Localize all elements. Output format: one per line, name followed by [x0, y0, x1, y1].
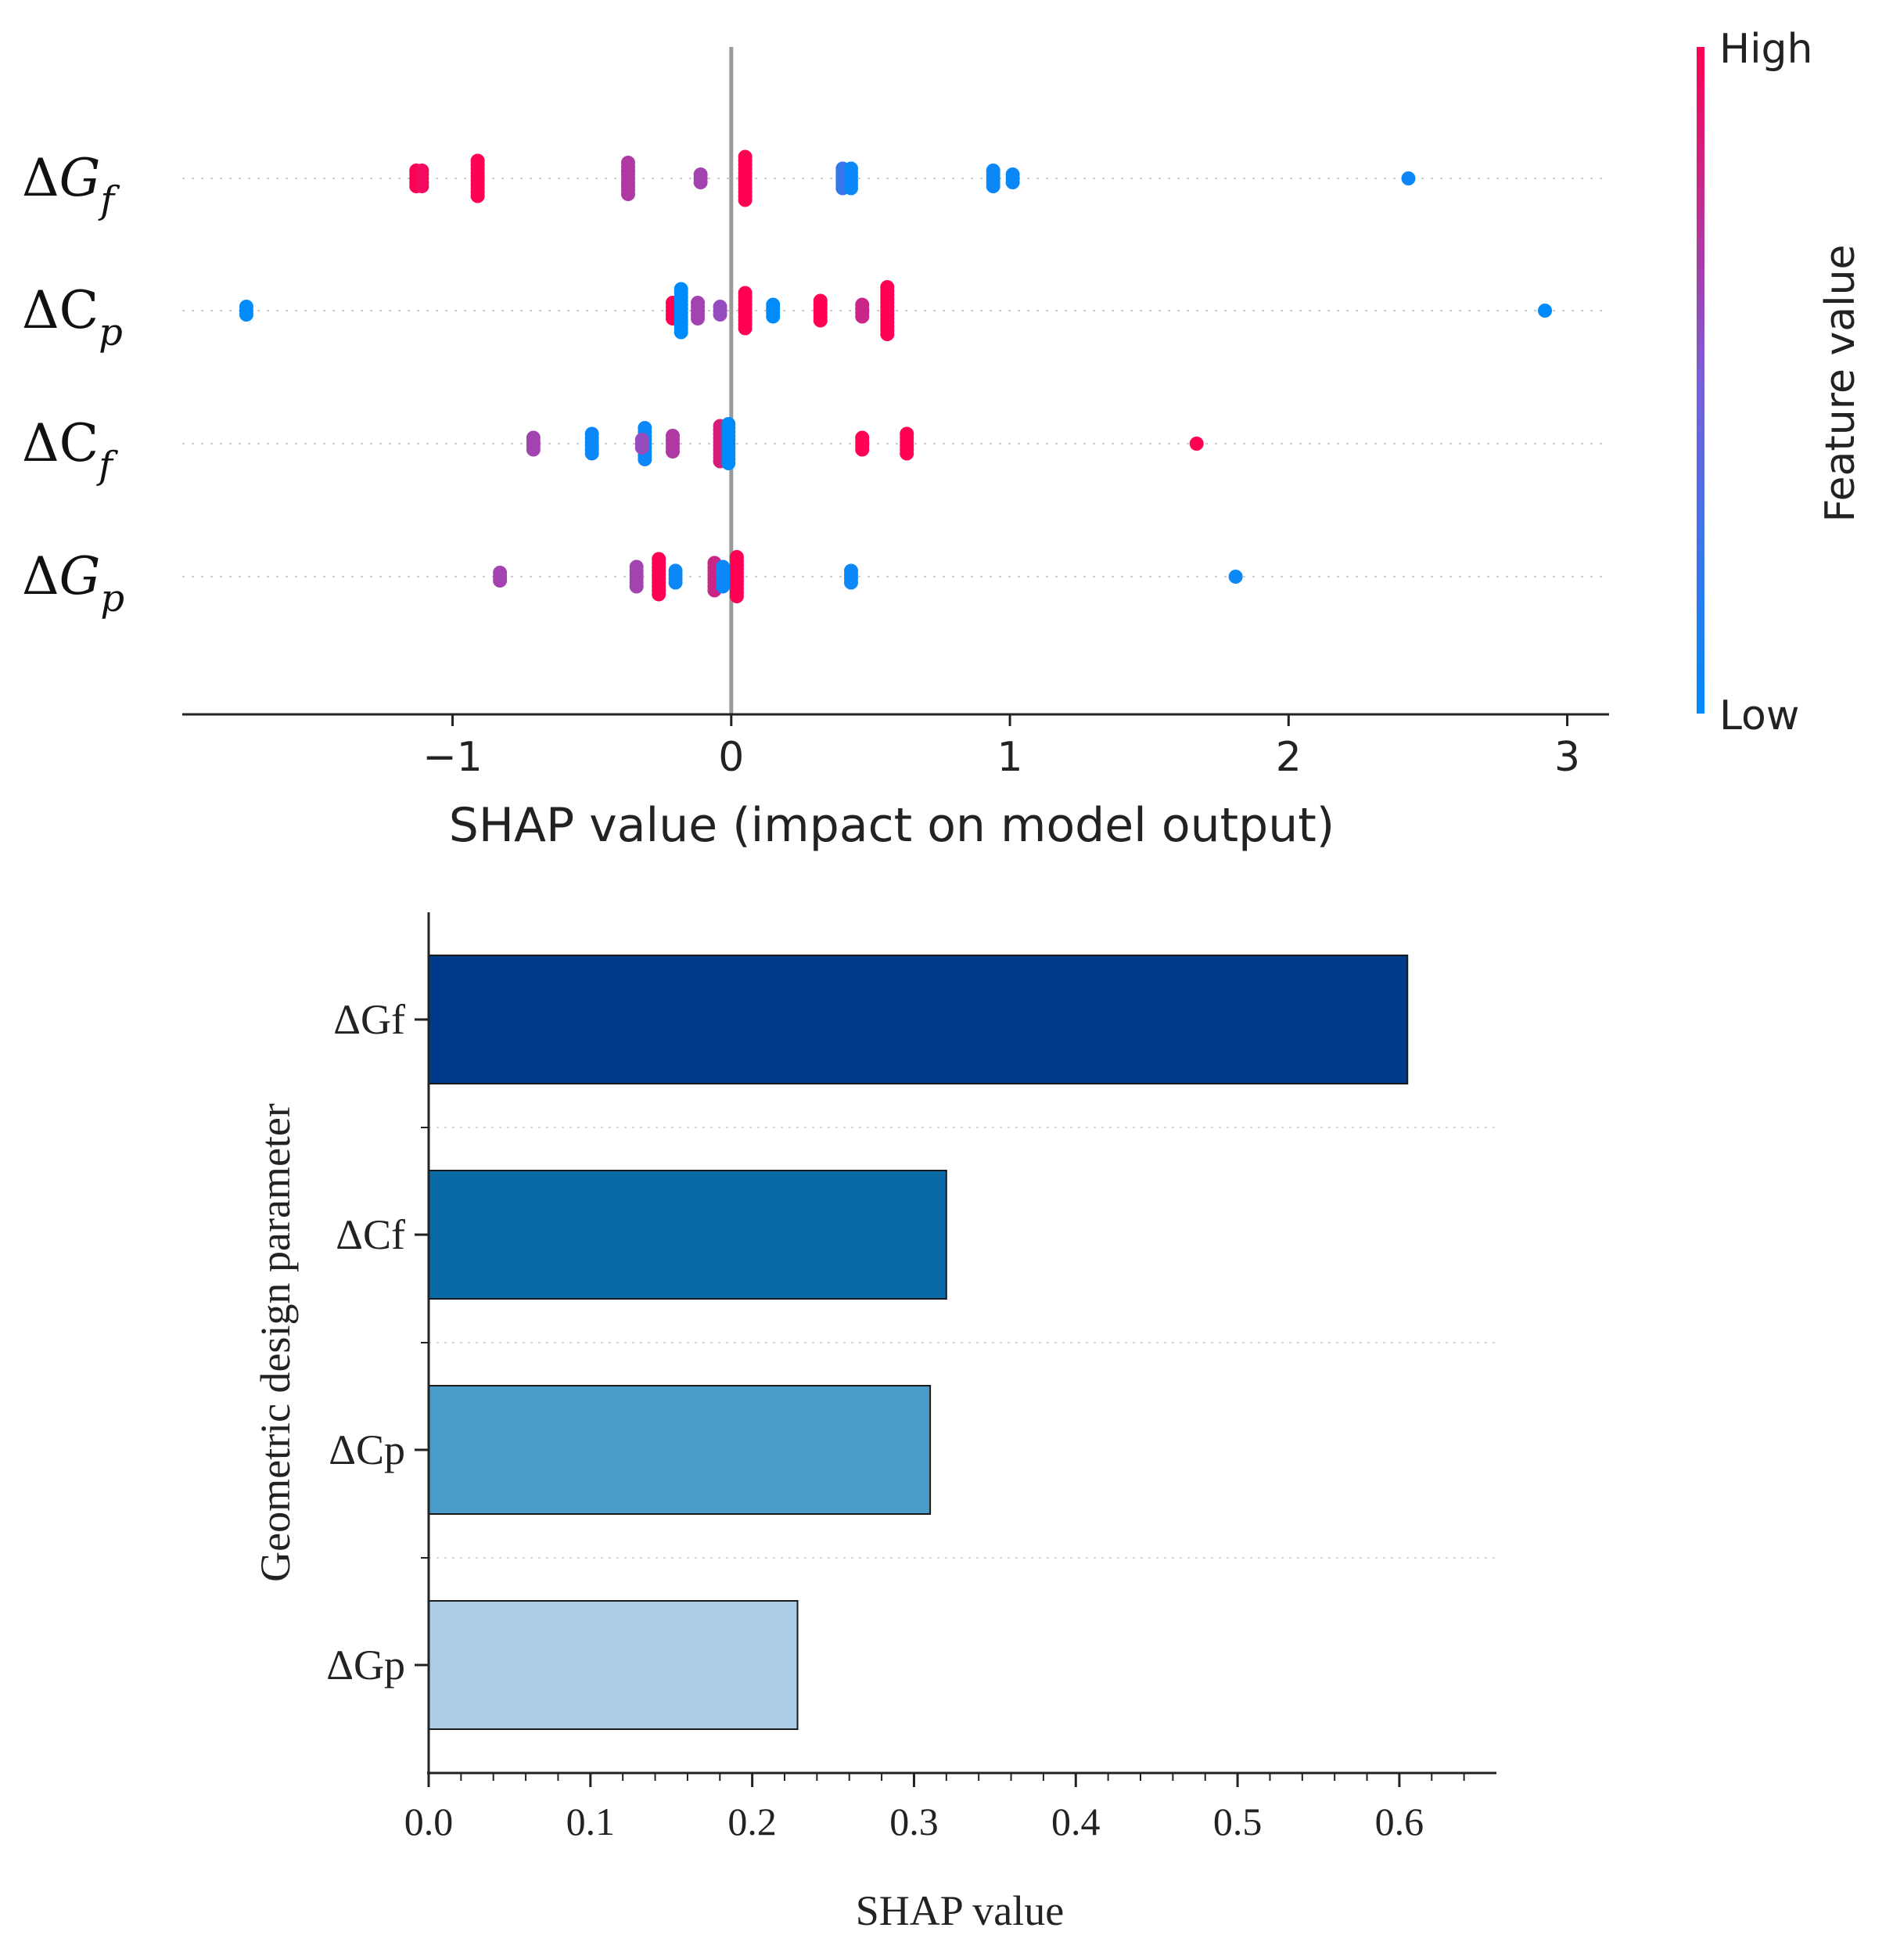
- beeswarm-point: [766, 309, 781, 324]
- feature-label-subscript: p: [100, 577, 124, 620]
- beeswarm-point: [239, 307, 253, 322]
- beeswarm-point: [668, 575, 683, 590]
- beeswarm-point: [1538, 304, 1553, 318]
- bar-x-tick-label: 0.2: [727, 1800, 777, 1843]
- beeswarm-x-tick-label: 2: [1276, 734, 1302, 781]
- beeswarm-point: [721, 456, 736, 470]
- colorbar-low-label: Low: [1719, 692, 1799, 739]
- beeswarm-point: [691, 311, 706, 325]
- beeswarm-row-gridlines: [182, 178, 1609, 577]
- beeswarm-point: [526, 442, 541, 457]
- beeswarm-x-tick-label: −1: [422, 734, 483, 781]
- beeswarm-point: [880, 327, 895, 341]
- beeswarm-point: [729, 589, 744, 603]
- beeswarm-point: [493, 574, 508, 588]
- beeswarm-point: [1401, 171, 1416, 185]
- bar-x-tick-label: 0.4: [1051, 1800, 1101, 1843]
- beeswarm-point: [855, 442, 870, 457]
- beeswarm-point: [634, 441, 649, 455]
- bar-chart-x-axis-label: SHAP value: [856, 1887, 1065, 1934]
- beeswarm-point: [844, 181, 858, 196]
- bar-1: [428, 1170, 947, 1300]
- beeswarm-point: [652, 587, 666, 602]
- beeswarm-x-tick-label: 1: [997, 734, 1023, 781]
- feature-label-dGp: ΔGp: [22, 546, 124, 620]
- feature-label-dGf: ΔGf: [22, 148, 120, 222]
- beeswarm-point: [986, 179, 1000, 193]
- feature-label-subscript: f: [96, 444, 118, 487]
- beeswarm-point: [713, 307, 727, 322]
- beeswarm-point: [584, 446, 599, 461]
- bar-chart-gridlines: [429, 1127, 1496, 1559]
- feature-label-base: G: [59, 546, 101, 606]
- beeswarm-point: [638, 452, 652, 466]
- feature-label-base: C: [59, 413, 99, 473]
- bar-category-label: ΔCf: [336, 1211, 405, 1258]
- colorbar-high-label: High: [1719, 26, 1813, 73]
- bar-0: [428, 955, 1409, 1084]
- colorbar-title: Feature value: [1817, 244, 1864, 522]
- bar-category-label: ΔCp: [329, 1426, 405, 1473]
- feature-label-dCp: ΔCp: [22, 280, 123, 354]
- beeswarm-point: [621, 187, 635, 201]
- feature-label-delta: Δ: [22, 280, 59, 340]
- bar-chart-y-ticks: ΔGf ΔCf ΔCp ΔGp: [326, 996, 429, 1688]
- bar-x-tick-label: 0.5: [1213, 1800, 1263, 1843]
- beeswarm-x-tick-label: 0: [718, 734, 744, 781]
- bar-chart-x-ticks: 0.0 0.1 0.2 0.3 0.4 0.5 0.6: [404, 1773, 1465, 1843]
- beeswarm-point: [1005, 175, 1020, 189]
- bar-chart-y-axis-label: Geometric design parameter: [252, 1103, 299, 1582]
- beeswarm-point: [844, 575, 858, 590]
- bar-chart: ΔGf ΔCf ΔCp ΔGp 0.0 0.1 0.2 0.3 0.4 0.5 0.6 SHAP …: [252, 912, 1496, 1934]
- beeswarm-point: [738, 192, 753, 207]
- beeswarm-point: [1189, 437, 1204, 451]
- bar-x-tick-label: 0.6: [1375, 1800, 1424, 1843]
- feature-label-dCf: ΔCf: [22, 413, 118, 487]
- feature-label-subscript: p: [99, 311, 123, 354]
- bar-x-tick-label: 0.0: [404, 1800, 454, 1843]
- feature-label-delta: Δ: [22, 148, 59, 208]
- beeswarm-point: [470, 189, 485, 203]
- feature-label-base: C: [59, 280, 99, 340]
- beeswarm-point: [900, 446, 914, 461]
- beeswarm-x-ticks: −1 0 1 2 3: [422, 714, 1580, 781]
- bar-chart-bars: [428, 955, 1409, 1730]
- beeswarm-point: [674, 325, 688, 340]
- beeswarm-point: [693, 175, 708, 189]
- feature-label-subscript: f: [98, 178, 120, 222]
- colorbar: [1697, 47, 1704, 714]
- bar-category-label: ΔGf: [333, 996, 405, 1043]
- feature-label-base: G: [59, 148, 101, 208]
- beeswarm-point: [415, 179, 429, 193]
- feature-label-delta: Δ: [22, 413, 59, 473]
- beeswarm-point: [716, 579, 731, 594]
- bar-2: [428, 1385, 932, 1515]
- beeswarm-points: [239, 149, 1553, 603]
- beeswarm-point: [813, 313, 828, 328]
- beeswarm-x-tick-label: 3: [1554, 734, 1580, 781]
- bar-x-tick-label: 0.3: [889, 1800, 939, 1843]
- beeswarm-point: [738, 321, 753, 336]
- bar-3: [428, 1600, 799, 1730]
- beeswarm-point: [1228, 570, 1243, 584]
- beeswarm-point: [666, 444, 680, 459]
- beeswarm-x-axis-label: SHAP value (impact on model output): [449, 798, 1334, 853]
- beeswarm-point: [629, 579, 644, 594]
- bar-x-tick-label: 0.1: [566, 1800, 616, 1843]
- beeswarm-point: [855, 309, 870, 324]
- bar-category-label: ΔGp: [326, 1642, 405, 1688]
- feature-label-delta: Δ: [22, 546, 59, 606]
